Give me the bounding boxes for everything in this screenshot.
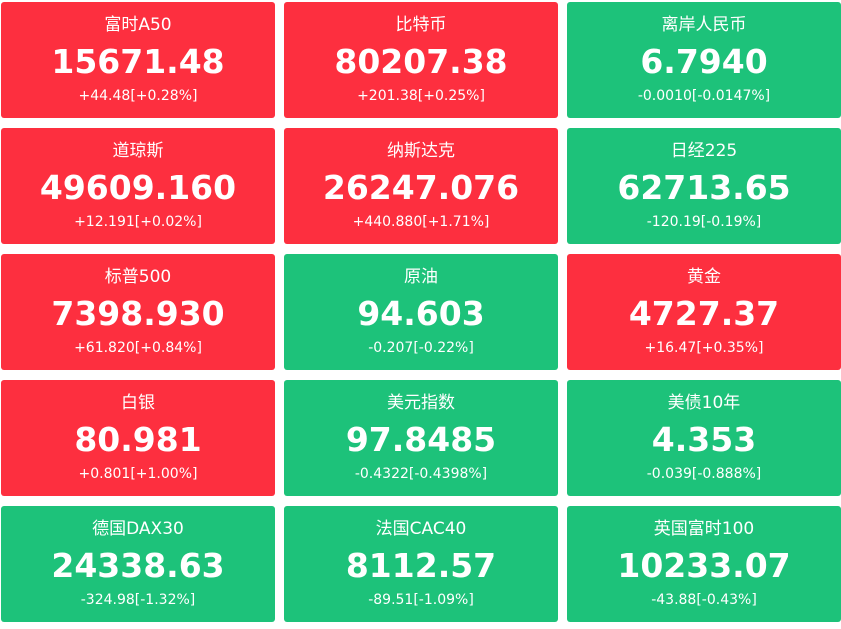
quote-change: -324.98[-1.32%]	[80, 592, 196, 608]
quote-name: 标普500	[104, 267, 172, 287]
quote-name: 德国DAX30	[92, 519, 184, 539]
quote-name: 纳斯达克	[387, 141, 455, 161]
quote-price: 10233.07	[617, 546, 791, 585]
quote-name: 美债10年	[667, 393, 741, 413]
quote-price: 15671.48	[51, 42, 225, 81]
quote-change: +201.38[+0.25%]	[357, 88, 485, 104]
quote-price: 94.603	[357, 294, 485, 333]
quote-change: +440.880[+1.71%]	[352, 214, 490, 230]
quote-tile[interactable]: 黄金 4727.37 +16.47[+0.35%]	[567, 254, 841, 370]
quote-price: 80207.38	[334, 42, 508, 81]
quote-tile[interactable]: 美元指数 97.8485 -0.4322[-0.4398%]	[284, 380, 558, 496]
quote-tile[interactable]: 美债10年 4.353 -0.039[-0.888%]	[567, 380, 841, 496]
quote-name: 日经225	[670, 141, 738, 161]
quote-tile[interactable]: 德国DAX30 24338.63 -324.98[-1.32%]	[1, 506, 275, 622]
quote-name: 比特币	[395, 15, 447, 35]
quote-price: 7398.930	[51, 294, 225, 333]
quote-change: +0.801[+1.00%]	[78, 466, 198, 482]
quote-tile[interactable]: 比特币 80207.38 +201.38[+0.25%]	[284, 2, 558, 118]
quote-change: +12.191[+0.02%]	[74, 214, 202, 230]
quote-change: -0.0010[-0.0147%]	[637, 88, 771, 104]
quote-tile[interactable]: 原油 94.603 -0.207[-0.22%]	[284, 254, 558, 370]
quote-price: 26247.076	[322, 168, 520, 207]
quote-tile[interactable]: 日经225 62713.65 -120.19[-0.19%]	[567, 128, 841, 244]
quote-change: -120.19[-0.19%]	[646, 214, 762, 230]
quote-price: 8112.57	[345, 546, 497, 585]
quote-change: -0.039[-0.888%]	[646, 466, 762, 482]
quote-tile[interactable]: 离岸人民币 6.7940 -0.0010[-0.0147%]	[567, 2, 841, 118]
quote-name: 富时A50	[104, 15, 172, 35]
quote-tile[interactable]: 法国CAC40 8112.57 -89.51[-1.09%]	[284, 506, 558, 622]
quote-name: 黄金	[687, 267, 721, 287]
quote-tile[interactable]: 标普500 7398.930 +61.820[+0.84%]	[1, 254, 275, 370]
quote-change: +16.47[+0.35%]	[644, 340, 764, 356]
quote-tile[interactable]: 道琼斯 49609.160 +12.191[+0.02%]	[1, 128, 275, 244]
quote-change: +44.48[+0.28%]	[78, 88, 198, 104]
quote-name: 道琼斯	[112, 141, 164, 161]
quote-name: 法国CAC40	[375, 519, 467, 539]
quote-price: 24338.63	[51, 546, 225, 585]
quote-name: 离岸人民币	[661, 15, 747, 35]
quote-change: -43.88[-0.43%]	[651, 592, 757, 608]
quote-change: +61.820[+0.84%]	[74, 340, 202, 356]
quote-tile[interactable]: 英国富时100 10233.07 -43.88[-0.43%]	[567, 506, 841, 622]
quote-tile[interactable]: 纳斯达克 26247.076 +440.880[+1.71%]	[284, 128, 558, 244]
quote-price: 6.7940	[640, 42, 768, 81]
quote-price: 80.981	[74, 420, 202, 459]
quote-price: 62713.65	[617, 168, 791, 207]
quote-change: -0.207[-0.22%]	[368, 340, 474, 356]
quote-change: -0.4322[-0.4398%]	[354, 466, 488, 482]
quote-change: -89.51[-1.09%]	[368, 592, 474, 608]
quote-name: 美元指数	[387, 393, 455, 413]
quote-price: 4.353	[651, 420, 757, 459]
quote-tile[interactable]: 白银 80.981 +0.801[+1.00%]	[1, 380, 275, 496]
quote-name: 白银	[121, 393, 155, 413]
quote-name: 英国富时100	[653, 519, 755, 539]
quote-price: 4727.37	[628, 294, 780, 333]
quote-price: 49609.160	[39, 168, 237, 207]
quote-name: 原油	[404, 267, 438, 287]
quote-tile[interactable]: 富时A50 15671.48 +44.48[+0.28%]	[1, 2, 275, 118]
quote-price: 97.8485	[345, 420, 497, 459]
